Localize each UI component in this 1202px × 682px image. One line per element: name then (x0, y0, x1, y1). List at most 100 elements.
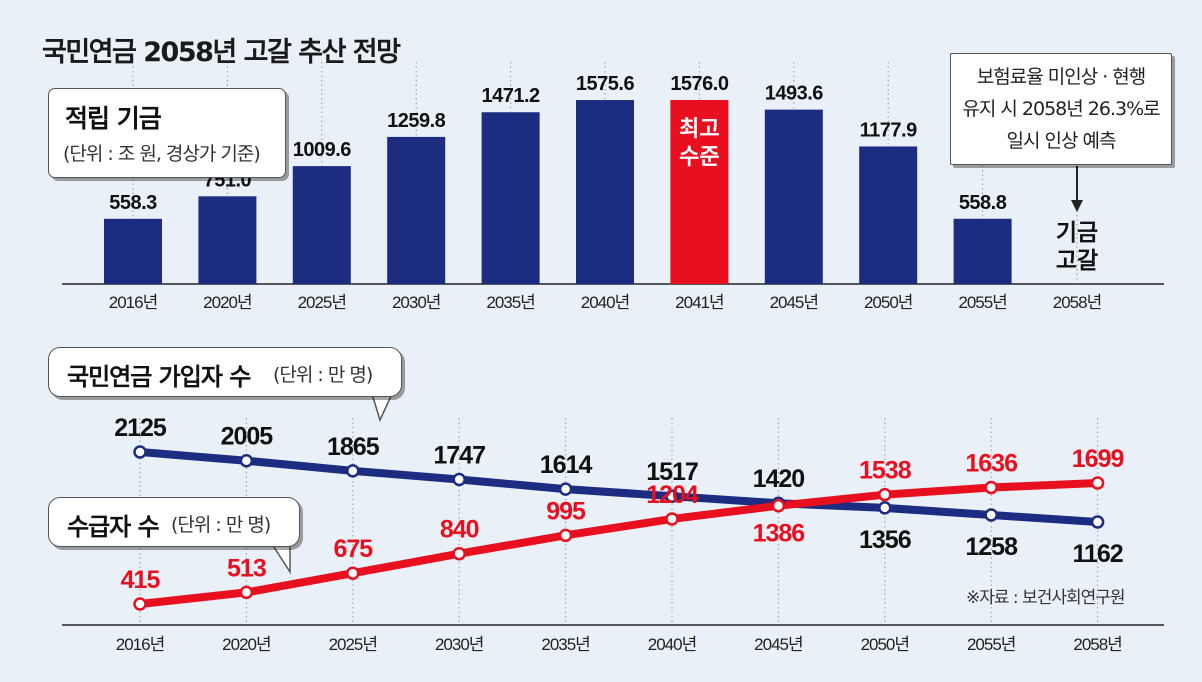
fund-bar (481, 112, 540, 284)
recipients-value-label: 1204 (646, 481, 699, 509)
fund-bar (198, 196, 257, 284)
subscribers-point (1090, 515, 1105, 529)
recipients-value-label: 1699 (1072, 445, 1124, 473)
line-x-tick-label: 2016년 (116, 635, 164, 654)
line-x-tick-label: 2020년 (222, 635, 270, 654)
line-x-tick-label: 2055년 (967, 635, 1015, 654)
bar-x-tick-label: 2050년 (864, 293, 912, 312)
recipients-point (1090, 476, 1105, 490)
fund-bar (859, 146, 918, 284)
fund-heading: 적립 기금 (65, 104, 162, 133)
bar-x-tick-label: 2041년 (675, 293, 723, 312)
source-note: ※자료 : 보건사회연구원 (966, 588, 1126, 608)
fund-bar (104, 218, 162, 284)
line-x-tick-label: 2050년 (861, 635, 909, 654)
bar-x-tick-label: 2035년 (486, 293, 534, 312)
fund-bar (576, 100, 634, 285)
subscribers-point (665, 489, 679, 503)
subscribers-value-label: 1162 (1072, 540, 1122, 568)
subscribers-point (878, 501, 892, 515)
subscribers-point (133, 445, 147, 459)
bar-x-tick-label: 2040년 (581, 293, 629, 312)
bar-x-tick-label: 2030년 (392, 293, 440, 312)
fund-bar (953, 218, 1012, 284)
bar-x-tick-label: 2055년 (958, 293, 1006, 312)
subscribers-legend-box: 국민연금 가입자 수 (단위 : 만 명) (48, 347, 402, 397)
subscribers-value-label: 1517 (646, 458, 698, 486)
subscribers-point (452, 472, 466, 487)
bar-value-label: 1575.6 (576, 73, 635, 95)
fund-legend-box: 적립 기금 (단위 : 조 원, 경상가 기준) (48, 88, 286, 178)
recipients-point (665, 512, 679, 526)
bar-value-label: 1259.8 (387, 110, 446, 132)
bar-value-label: 558.8 (959, 192, 1007, 214)
subscribers-point (346, 464, 360, 478)
line-x-tick-label: 2030년 (435, 635, 483, 654)
chart-title: 국민연금 2058년 고갈 추산 전망 (42, 37, 401, 68)
recipients-legend-box: 수급자 수 (단위 : 만 명) (48, 497, 300, 547)
note-box: 보험료율 미인상 · 현행 유지 시 2058년 26.3%로 일시 인상 예측 (950, 53, 1172, 165)
line-x-tick-label: 2040년 (648, 635, 696, 654)
line-x-tick-label: 2025년 (329, 635, 377, 654)
subscribers-unit: (단위 : 만 명) (273, 364, 373, 386)
bar-x-tick-label: 2016년 (109, 293, 157, 312)
line-x-tick-label: 2035년 (541, 635, 589, 654)
recipients-value-label: 675 (333, 535, 373, 563)
note-line-2: 유지 시 2058년 26.3%로 (962, 98, 1160, 120)
bar-value-label: 558.3 (109, 192, 157, 214)
recipients-point (878, 487, 892, 502)
subscribers-value-label: 1865 (327, 433, 380, 461)
bar-x-tick-label: 2045년 (770, 293, 818, 312)
subscribers-value-label: 1258 (965, 533, 1018, 561)
fund-bar (292, 166, 351, 284)
bar-x-tick-label: 2025년 (298, 293, 346, 312)
line-x-tick-label: 2058년 (1073, 635, 1121, 654)
recipients-value-label: 1538 (859, 457, 912, 485)
recipients-value-label: 1386 (753, 520, 805, 548)
recipients-value-label: 513 (227, 554, 266, 582)
depletion-label: 고갈 (1056, 247, 1098, 273)
subscribers-value-label: 1614 (540, 451, 593, 479)
recipients-point (452, 546, 466, 561)
recipients-point (984, 480, 998, 495)
recipients-point (346, 566, 360, 580)
depletion-label: 기금 (1056, 219, 1098, 245)
recipients-unit: (단위 : 만 명) (171, 514, 271, 536)
recipients-line (136, 478, 1102, 608)
subscribers-value-label: 2125 (114, 414, 167, 442)
peak-label: 최고 (679, 116, 719, 141)
fund-unit: (단위 : 조 원, 경상가 기준) (63, 143, 261, 165)
peak-label: 수준 (679, 144, 719, 169)
fund-bar (670, 100, 729, 284)
subscribers-value-label: 1420 (753, 465, 805, 493)
recipients-point (239, 585, 254, 600)
recipients-value-label: 415 (121, 566, 161, 594)
subscribers-value-label: 2005 (221, 423, 274, 451)
bar-x-tick-label: 2020년 (203, 293, 251, 312)
subscribers-point (558, 482, 573, 496)
bar-x-tick-label: 2058년 (1053, 293, 1101, 312)
subscribers-value-label: 1356 (859, 526, 911, 554)
subscribers-line (136, 448, 1102, 526)
bar-value-label: 1493.6 (765, 83, 824, 105)
subscribers-heading: 국민연금 가입자 수 (67, 363, 251, 391)
note-line-1: 보험료율 미인상 · 현행 (976, 66, 1146, 88)
recipients-value-label: 840 (440, 516, 479, 544)
bar-value-label: 1177.9 (860, 119, 917, 141)
subscribers-point (984, 508, 998, 522)
line-x-tick-label: 2045년 (754, 635, 802, 654)
bar-value-label: 1009.6 (293, 139, 352, 161)
subscribers-point (239, 453, 254, 468)
recipients-value-label: 995 (546, 497, 586, 525)
fund-bar (387, 136, 446, 284)
depletion-arrow-head (1071, 200, 1083, 212)
recipients-value-label: 1636 (965, 450, 1017, 478)
bar-value-label: 1576.0 (670, 73, 729, 95)
subscribers-callout-tail (371, 393, 393, 423)
recipients-point (771, 498, 786, 513)
recipients-point (133, 597, 147, 611)
recipients-callout-tail (271, 543, 291, 575)
subscribers-value-label: 1747 (433, 441, 485, 469)
bar-value-label: 1471.2 (482, 85, 541, 107)
note-line-3: 일시 인상 예측 (1006, 130, 1117, 152)
